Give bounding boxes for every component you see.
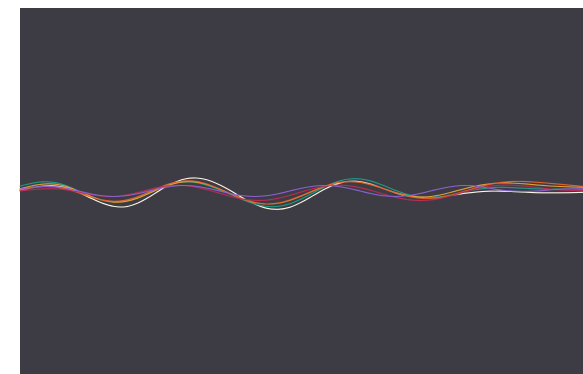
series-line-6 — [19, 184, 583, 198]
series-line-1 — [19, 177, 583, 210]
series-line-4 — [19, 180, 583, 205]
series-layer — [19, 177, 583, 210]
